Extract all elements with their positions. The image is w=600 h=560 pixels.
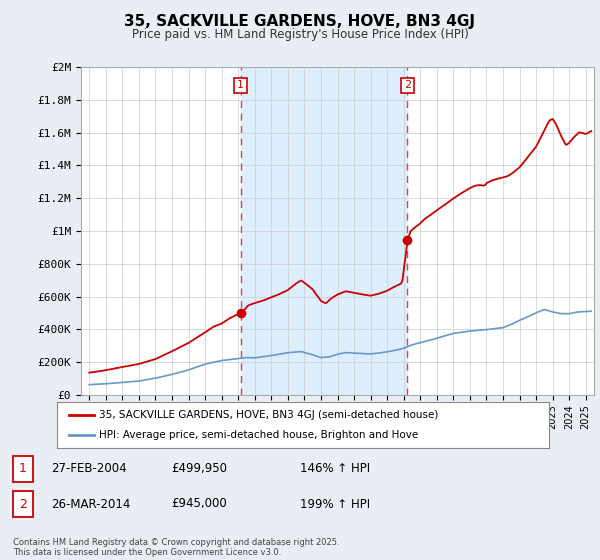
Text: 1: 1: [237, 80, 244, 90]
Text: 199% ↑ HPI: 199% ↑ HPI: [300, 497, 370, 511]
Text: 35, SACKVILLE GARDENS, HOVE, BN3 4GJ: 35, SACKVILLE GARDENS, HOVE, BN3 4GJ: [125, 14, 476, 29]
Text: £945,000: £945,000: [171, 497, 227, 511]
Text: 1: 1: [19, 462, 27, 475]
Text: Contains HM Land Registry data © Crown copyright and database right 2025.
This d: Contains HM Land Registry data © Crown c…: [13, 538, 340, 557]
Text: HPI: Average price, semi-detached house, Brighton and Hove: HPI: Average price, semi-detached house,…: [99, 430, 418, 440]
Text: 27-FEB-2004: 27-FEB-2004: [51, 462, 127, 475]
Text: 146% ↑ HPI: 146% ↑ HPI: [300, 462, 370, 475]
Text: £499,950: £499,950: [171, 462, 227, 475]
Text: 2: 2: [19, 497, 27, 511]
Text: 2: 2: [404, 80, 411, 90]
Text: Price paid vs. HM Land Registry's House Price Index (HPI): Price paid vs. HM Land Registry's House …: [131, 28, 469, 41]
Bar: [241, 67, 407, 395]
Text: 26-MAR-2014: 26-MAR-2014: [51, 497, 130, 511]
Text: 35, SACKVILLE GARDENS, HOVE, BN3 4GJ (semi-detached house): 35, SACKVILLE GARDENS, HOVE, BN3 4GJ (se…: [99, 410, 438, 420]
